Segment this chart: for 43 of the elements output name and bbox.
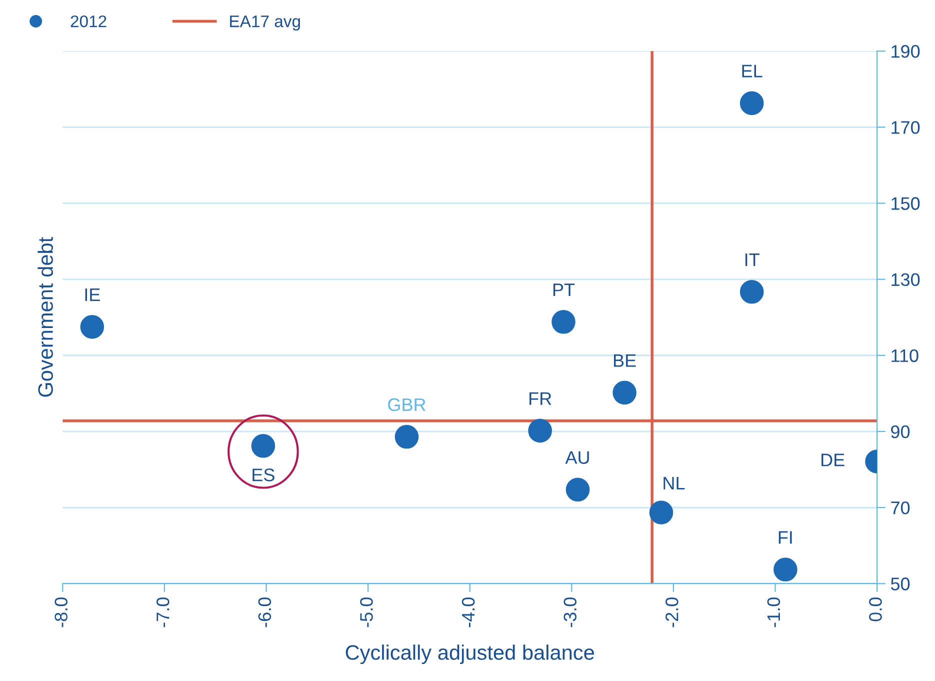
annotation: IT — [745, 254, 760, 266]
y-tick-label: 190 — [892, 45, 920, 58]
x-tick-label: -8.0 — [54, 598, 68, 628]
y-tick-label: 150 — [892, 197, 920, 210]
annotation: FR — [530, 392, 552, 405]
annotation: EL — [742, 64, 762, 78]
point — [528, 418, 552, 443]
annotation: ES — [252, 468, 274, 482]
point — [394, 424, 419, 449]
point — [740, 91, 764, 116]
x-tick-label: -3.0 — [564, 598, 576, 628]
y-tick-label: 70 — [891, 501, 910, 514]
annotation: IE — [85, 288, 100, 301]
y-tick-label: 110 — [892, 349, 918, 362]
point — [552, 310, 576, 334]
y-tick-label: 130 — [892, 273, 920, 286]
y-tick-label: 50 — [890, 578, 910, 590]
x-axis-title: Cyclically adjusted balance — [346, 644, 594, 664]
x-tick-label: -5.0 — [360, 598, 373, 628]
annotation: DE — [822, 454, 844, 466]
point — [740, 280, 764, 304]
annotation: GBR — [388, 398, 426, 412]
x-tick-label: -1.0 — [767, 598, 780, 628]
point — [80, 314, 104, 339]
x-tick-label: -6.0 — [258, 598, 272, 628]
legend-label: 2012 — [70, 15, 106, 28]
x-tick-label: -2.0 — [665, 598, 678, 628]
legend-label: EA17 avg — [230, 16, 300, 31]
x-tick-label: -7.0 — [156, 598, 170, 628]
annotation: PT — [553, 284, 575, 296]
annotation: BE — [614, 354, 636, 367]
y-tick-label: 90 — [891, 425, 910, 438]
point — [774, 558, 798, 582]
y-axis-title: Government debt — [38, 237, 53, 397]
point — [612, 380, 636, 405]
point — [566, 478, 590, 502]
x-tick-label: -4.0 — [462, 598, 475, 628]
annotation: FI — [778, 531, 792, 544]
point — [649, 500, 674, 524]
annotation: AU — [565, 451, 589, 464]
annotation: NL — [664, 476, 685, 490]
x-tick-label: 0.0 — [869, 598, 882, 622]
y-tick-label: 170 — [892, 121, 920, 134]
